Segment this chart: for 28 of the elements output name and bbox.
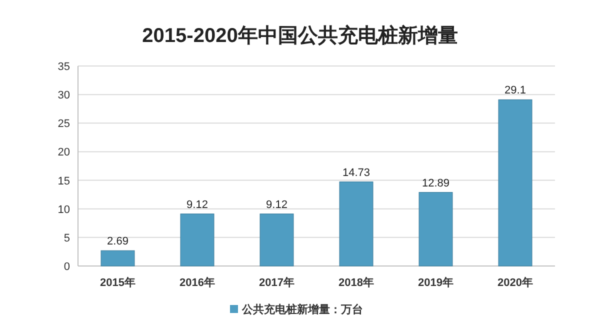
data-label: 9.12 bbox=[266, 198, 288, 211]
y-tick-label: 10 bbox=[58, 204, 70, 216]
bar bbox=[100, 250, 135, 266]
y-tick-label: 5 bbox=[64, 232, 70, 244]
bar bbox=[498, 99, 532, 266]
data-label: 29.1 bbox=[504, 84, 526, 97]
bar bbox=[339, 182, 374, 266]
chart-title: 2015-2020年中国公共充电桩新增量 bbox=[142, 24, 458, 47]
bar bbox=[260, 214, 294, 266]
y-tick-label: 25 bbox=[58, 118, 70, 130]
y-tick-label: 20 bbox=[58, 146, 70, 159]
x-tick-label: 2017年 bbox=[259, 276, 294, 289]
x-tick-label: 2018年 bbox=[338, 276, 374, 289]
data-label: 12.89 bbox=[422, 177, 450, 190]
data-label: 14.73 bbox=[342, 166, 370, 179]
y-tick-label: 35 bbox=[58, 61, 70, 73]
bar bbox=[418, 192, 453, 266]
x-tick-label: 2016年 bbox=[180, 276, 215, 289]
legend-label: 公共充电桩新增量：万台 bbox=[241, 303, 363, 316]
y-tick-label: 0 bbox=[64, 261, 70, 273]
x-tick-label: 2019年 bbox=[418, 276, 454, 289]
y-tick-label: 15 bbox=[58, 175, 70, 188]
data-label: 2.69 bbox=[107, 236, 128, 248]
x-tick-label: 2020年 bbox=[498, 276, 533, 289]
bar bbox=[180, 214, 214, 266]
y-tick-label: 30 bbox=[58, 90, 70, 102]
data-label: 9.12 bbox=[186, 198, 208, 211]
x-tick-label: 2015年 bbox=[100, 276, 136, 289]
